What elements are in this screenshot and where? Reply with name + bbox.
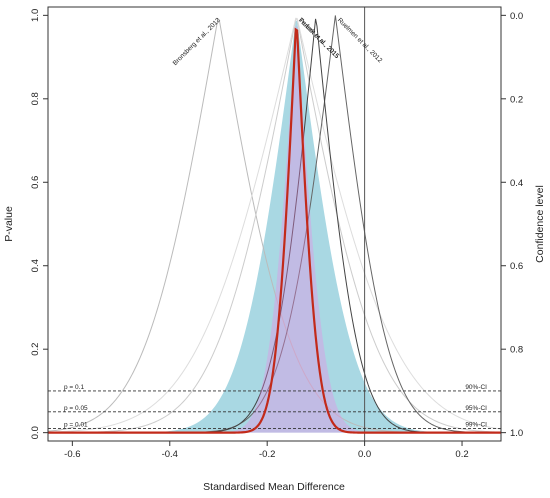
y-right-tick-label: 0.4 — [510, 178, 523, 189]
y-axis-right: 0.0 0.2 0.4 0.6 0.8 1.0 — [501, 11, 523, 439]
y-right-tick-label: 1.0 — [510, 428, 523, 439]
y-left-tick-label: 0.2 — [30, 343, 41, 356]
study-labels: Bronsberg et al., 2012 Pericot et al., 20… — [172, 17, 384, 67]
pooled-estimate-curve — [48, 27, 501, 434]
reference-line-right-label: 90%-CI — [465, 384, 487, 391]
y-axis-left-title: P-value — [3, 206, 15, 242]
plot-area — [48, 7, 501, 441]
study-curve — [48, 18, 501, 434]
study-label: Ruelmen et al., 2012 — [336, 17, 384, 65]
study-curve — [48, 17, 501, 433]
x-axis: -0.6 -0.4 -0.2 0.0 0.2 — [64, 441, 469, 460]
reference-line-labels: p = 0.1 90%-CI p = 0.05 95%-CI p = 0.01 99%-C… — [64, 384, 487, 429]
y-right-tick-label: 0.2 — [510, 94, 523, 105]
reference-line-right-label: 99%-CI — [465, 421, 487, 428]
reference-line-right-label: 95%-CI — [465, 405, 487, 412]
y-left-tick-label: 0.4 — [30, 259, 41, 272]
study-label: Bronsberg et al., 2012 — [172, 17, 222, 67]
x-axis-title: Standardised Mean Difference — [203, 481, 345, 493]
reference-line-left-label: p = 0.01 — [64, 421, 88, 428]
y-left-tick-label: 1.0 — [30, 9, 41, 22]
x-tick-label: 0.2 — [455, 449, 468, 460]
reference-line-left-label: p = 0.05 — [64, 405, 88, 412]
plot-frame — [47, 6, 502, 442]
y-left-tick-label: 0.8 — [30, 92, 41, 105]
x-tick-label: -0.2 — [259, 449, 275, 460]
x-tick-label: -0.4 — [162, 449, 178, 460]
y-left-tick-label: 0.6 — [30, 176, 41, 189]
x-tick-label: -0.6 — [64, 449, 80, 460]
y-axis-right-title: Confidence level — [534, 185, 546, 263]
reference-lines — [48, 390, 501, 429]
reference-line-left-label: p = 0.1 — [64, 384, 84, 391]
x-tick-label: 0.0 — [358, 449, 371, 460]
y-right-tick-label: 0.8 — [510, 345, 523, 356]
y-right-tick-label: 0.6 — [510, 261, 523, 272]
prediction-band — [48, 20, 501, 433]
y-left-tick-label: 0.0 — [30, 426, 41, 439]
y-axis-left: 0.0 0.2 0.4 0.6 0.8 1.0 — [30, 9, 48, 439]
y-right-tick-label: 0.0 — [510, 11, 523, 22]
